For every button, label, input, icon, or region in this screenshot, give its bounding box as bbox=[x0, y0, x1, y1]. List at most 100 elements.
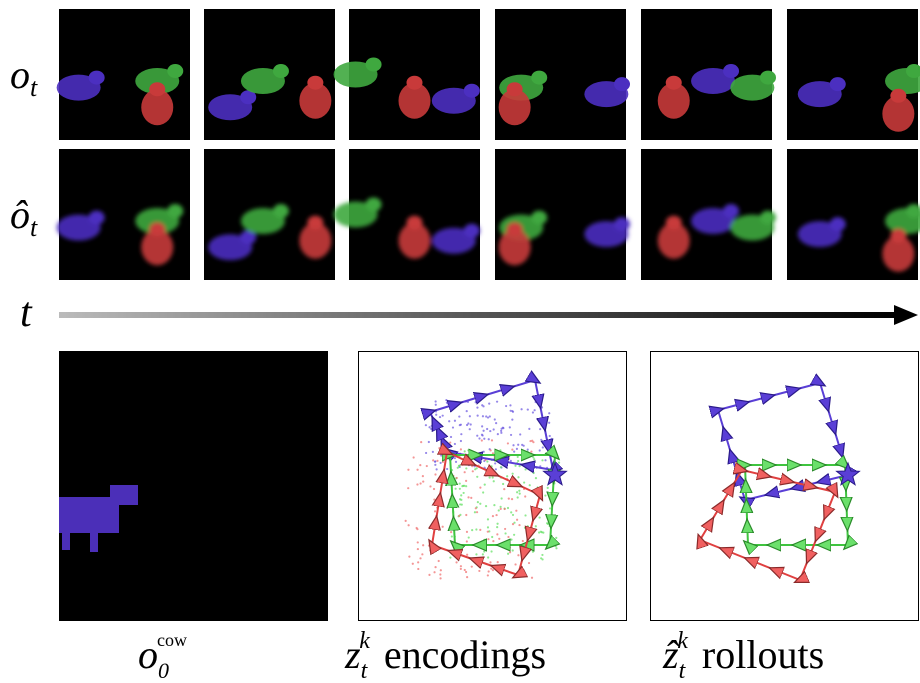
encoding-dot bbox=[476, 511, 478, 513]
encoding-dot bbox=[454, 457, 456, 459]
encoding-dot bbox=[508, 458, 510, 460]
encoding-dot bbox=[509, 404, 511, 406]
encoding-dot bbox=[487, 538, 489, 540]
encoding-dot bbox=[459, 488, 461, 490]
encoding-dot bbox=[451, 535, 453, 537]
encoding-dot bbox=[496, 401, 498, 403]
encoding-dot bbox=[504, 528, 506, 530]
encoding-dot bbox=[517, 496, 519, 498]
encoding-dot bbox=[416, 469, 418, 471]
encoding-dot bbox=[549, 435, 551, 437]
object-head bbox=[273, 204, 289, 218]
encoding-dot bbox=[549, 442, 551, 444]
encoding-dot bbox=[498, 509, 500, 511]
encoding-dot bbox=[530, 451, 532, 453]
encoding-dot bbox=[439, 416, 441, 418]
encoding-dot bbox=[535, 525, 537, 527]
encoding-dot bbox=[434, 566, 436, 568]
encoding-dot bbox=[490, 449, 492, 451]
encoding-dot bbox=[504, 542, 506, 544]
encoding-dot bbox=[479, 503, 481, 505]
encoding-dot bbox=[471, 465, 473, 467]
object-head bbox=[407, 216, 423, 230]
encoding-dot bbox=[440, 445, 442, 447]
encoding-dot bbox=[487, 526, 489, 528]
encoding-dot bbox=[494, 462, 496, 464]
object-head bbox=[614, 217, 630, 231]
encoding-dot bbox=[479, 529, 481, 531]
encoding-dot bbox=[507, 507, 509, 509]
encoding-dot bbox=[493, 428, 495, 430]
object-head bbox=[464, 224, 480, 238]
encoding-dot bbox=[475, 528, 477, 530]
encoding-dot bbox=[465, 571, 467, 573]
encoding-dot bbox=[475, 401, 477, 403]
encoding-dot bbox=[458, 515, 460, 517]
encoding-dot bbox=[490, 550, 492, 552]
encoding-dot bbox=[482, 430, 484, 432]
encoding-dot bbox=[524, 468, 526, 470]
encoding-dot bbox=[516, 519, 518, 521]
encoding-dot bbox=[507, 442, 509, 444]
encoding-dot bbox=[512, 514, 514, 516]
caption: ztkencodings bbox=[344, 628, 546, 683]
encoding-dot bbox=[499, 449, 501, 451]
object-head bbox=[531, 211, 547, 225]
encoding-dot bbox=[441, 449, 443, 451]
encoding-dot bbox=[455, 561, 457, 563]
encoding-dot bbox=[442, 526, 444, 528]
encoding-dot bbox=[483, 451, 485, 453]
encoding-dot bbox=[459, 498, 461, 500]
encoding-dot bbox=[492, 515, 494, 517]
object-head bbox=[273, 64, 289, 78]
encoding-dot bbox=[455, 461, 457, 463]
encoding-dot bbox=[528, 428, 530, 430]
encoding-dot bbox=[534, 409, 536, 411]
object-head bbox=[307, 216, 323, 230]
time-label: t bbox=[20, 290, 33, 336]
encoding-dot bbox=[511, 498, 513, 500]
encoding-dot bbox=[491, 465, 493, 467]
object-head bbox=[830, 217, 846, 231]
object-head bbox=[366, 198, 382, 212]
encoding-dot bbox=[408, 524, 410, 526]
encoding-dot bbox=[455, 488, 457, 490]
encoding-dot bbox=[490, 568, 492, 570]
encoding-dot bbox=[518, 490, 520, 492]
encoding-dot bbox=[466, 540, 468, 542]
encoding-dot bbox=[541, 531, 543, 533]
object-head bbox=[89, 211, 105, 225]
encoding-dot bbox=[532, 411, 534, 413]
encoding-dot bbox=[537, 486, 539, 488]
encoding-dot bbox=[472, 470, 474, 472]
encoding-dot bbox=[553, 449, 555, 451]
encoding-dot bbox=[538, 531, 540, 533]
encoding-dot bbox=[487, 416, 489, 418]
encoding-dot bbox=[448, 420, 450, 422]
encoding-dot bbox=[527, 525, 529, 527]
encoding-dot bbox=[483, 550, 485, 552]
encoding-dot bbox=[492, 476, 494, 478]
encoding-dot bbox=[517, 476, 519, 478]
encoding-dot bbox=[487, 556, 489, 558]
encoding-dot bbox=[474, 511, 476, 513]
encoding-dot bbox=[422, 480, 424, 482]
encoding-dot bbox=[538, 516, 540, 518]
encoding-dot bbox=[507, 553, 509, 555]
encoding-dot bbox=[425, 452, 427, 454]
encoding-dot bbox=[463, 485, 465, 487]
encoding-dot bbox=[435, 400, 437, 402]
encoding-dot bbox=[434, 461, 436, 463]
encoding-dot bbox=[526, 451, 528, 453]
encoding-dot bbox=[449, 441, 451, 443]
encoding-dot bbox=[548, 412, 550, 414]
encoding-dot bbox=[466, 554, 468, 556]
encoding-dot bbox=[434, 464, 436, 466]
encoding-dot bbox=[535, 401, 537, 403]
encoding-dot bbox=[419, 464, 421, 466]
caption: o0cow bbox=[138, 630, 187, 683]
encoding-dot bbox=[532, 456, 534, 458]
encoding-dot bbox=[512, 444, 514, 446]
encoding-dot bbox=[479, 487, 481, 489]
